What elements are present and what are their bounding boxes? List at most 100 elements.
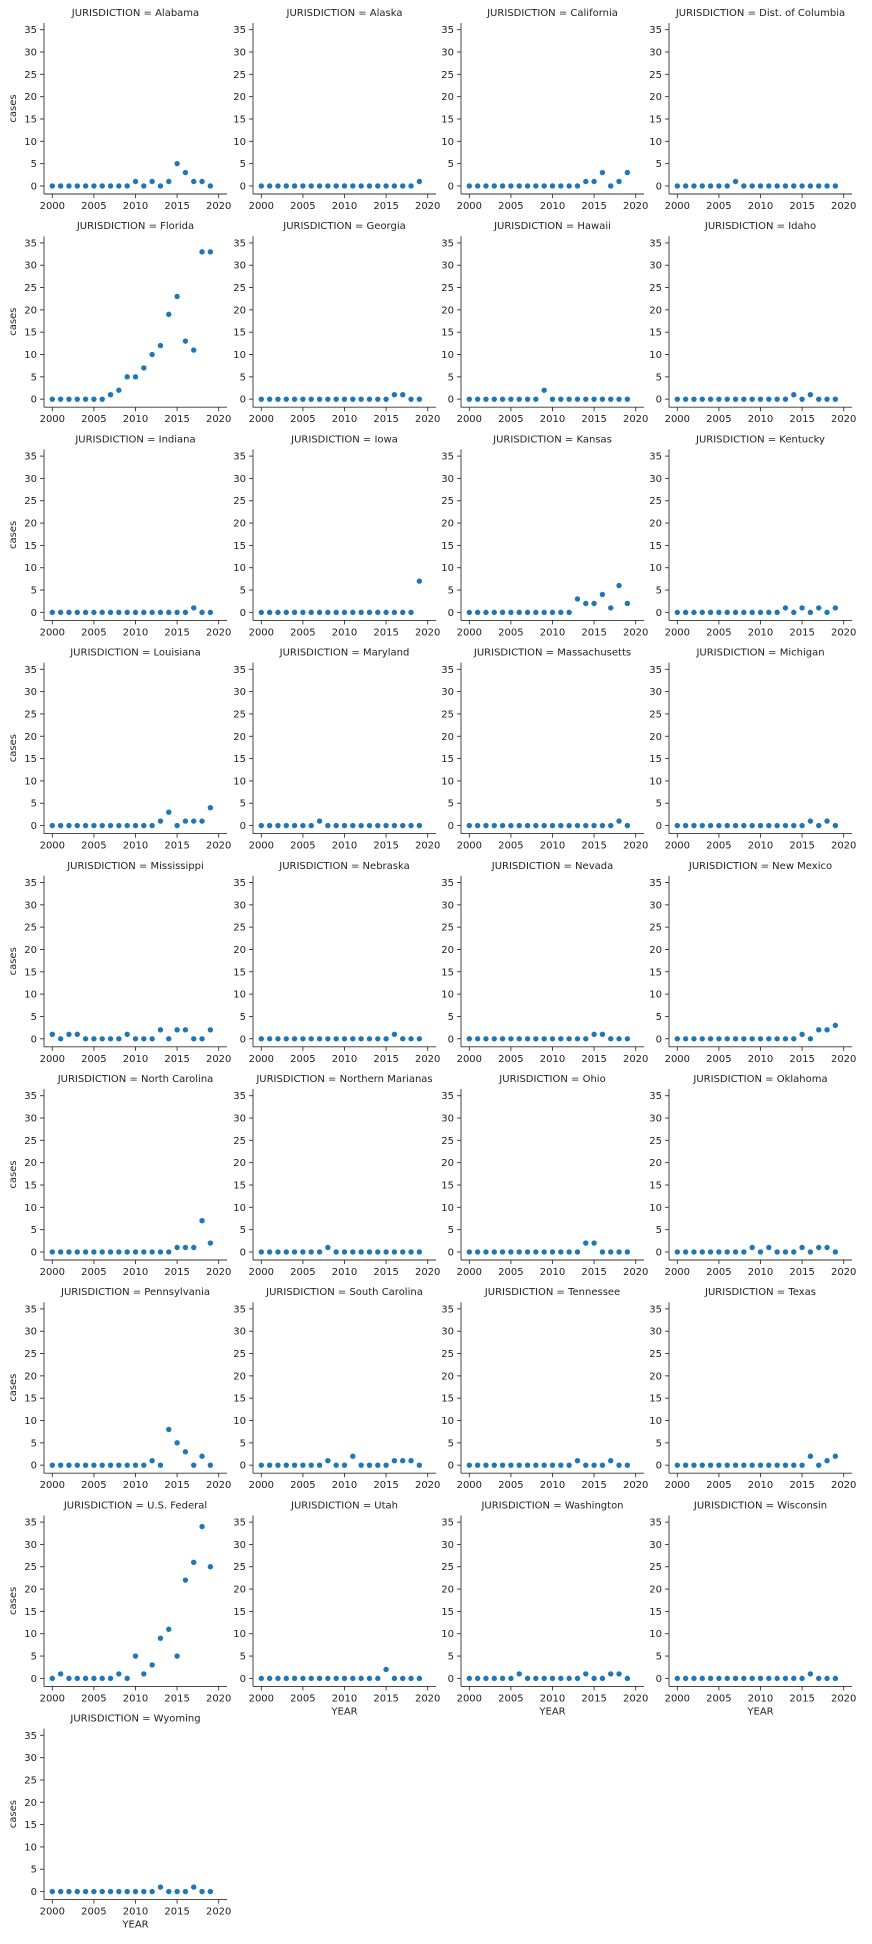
x-tick-label: 2015 (789, 841, 814, 852)
y-tick-label: 30 (649, 1114, 662, 1125)
data-point (741, 822, 747, 829)
y-tick-label: 5 (240, 372, 246, 383)
data-point (707, 1462, 714, 1468)
x-tick-label: 2015 (789, 1480, 814, 1491)
data-point (358, 609, 364, 616)
x-tick-label: 2010 (123, 1907, 148, 1918)
data-point (283, 609, 289, 616)
data-point (266, 1675, 273, 1682)
data-point (124, 183, 130, 189)
x-tick-label: 2020 (415, 1480, 440, 1491)
facet-panel: JURISDICTION = Indiana 0 5 10 15 20 25 30 35 2000… (8, 434, 231, 638)
data-point (766, 183, 772, 189)
data-point (741, 1462, 747, 1468)
data-point (716, 822, 722, 829)
data-point (533, 183, 539, 189)
data-point (49, 609, 56, 616)
facet-panel: JURISDICTION = New Mexico 0 5 10 15 20 25 30 35 2… (649, 861, 856, 1065)
x-tick-label: 2010 (123, 1054, 148, 1065)
y-tick-label: 35 (233, 25, 246, 36)
data-point (816, 822, 822, 829)
data-point (816, 1462, 822, 1468)
facet-panel: JURISDICTION = Florida 0 5 10 15 20 25 30 35 2000… (8, 221, 231, 425)
data-point (283, 1462, 289, 1468)
x-tick-label: 2020 (415, 201, 440, 212)
x-tick-label: 2000 (457, 201, 482, 212)
data-point (74, 1675, 80, 1682)
data-point (624, 396, 631, 402)
data-point (608, 396, 614, 402)
data-point (624, 600, 631, 607)
data-point (66, 1031, 72, 1037)
y-tick-label: 35 (441, 238, 454, 249)
data-point (57, 1036, 64, 1042)
panel-title: JURISDICTION = Maryland (279, 648, 410, 659)
data-point (524, 183, 531, 189)
data-point (99, 1036, 105, 1042)
panel-title: JURISDICTION = South Carolina (265, 1287, 423, 1298)
data-point (174, 1653, 180, 1659)
data-point (724, 1675, 730, 1682)
data-point (199, 249, 205, 255)
y-tick-label: 25 (24, 1562, 37, 1573)
data-point (341, 1249, 348, 1255)
data-point (116, 387, 122, 393)
y-tick-label: 25 (233, 709, 246, 720)
x-tick-label: 2005 (498, 414, 523, 425)
data-point (533, 396, 539, 402)
data-point (57, 183, 64, 189)
y-tick-label: 25 (441, 1349, 454, 1360)
data-point (400, 609, 406, 616)
data-point (766, 609, 772, 616)
y-tick-label: 0 (656, 1461, 662, 1472)
x-tick-label: 2015 (581, 1267, 606, 1278)
data-point (541, 609, 547, 616)
x-tick-label: 2015 (581, 1693, 606, 1704)
y-tick-label: 0 (31, 821, 37, 832)
x-tick-label: 2020 (415, 1054, 440, 1065)
facet-panel: JURISDICTION = Hawaii 0 5 10 15 20 25 30 35 2000 2… (441, 221, 648, 425)
facet-panel: JURISDICTION = Louisiana 0 5 10 15 20 25 30 35 20… (8, 648, 231, 852)
data-point (141, 822, 147, 829)
y-tick-label: 20 (24, 1585, 37, 1596)
data-point (408, 1457, 414, 1464)
y-tick-label: 5 (656, 159, 662, 170)
x-tick-label: 2020 (415, 841, 440, 852)
data-point (266, 1036, 273, 1042)
data-point (732, 609, 739, 616)
data-point (516, 396, 522, 402)
y-tick-label: 30 (233, 1327, 246, 1338)
y-tick-label: 35 (24, 25, 37, 36)
data-point (416, 1462, 423, 1468)
y-tick-label: 15 (441, 114, 454, 125)
y-tick-label: 35 (24, 452, 37, 463)
data-point (807, 818, 814, 824)
facet-panel: JURISDICTION = Ohio 0 5 10 15 20 25 30 35 2000 200… (441, 1074, 648, 1278)
x-tick-label: 2015 (373, 841, 398, 852)
x-tick-label: 2010 (332, 414, 357, 425)
y-tick-label: 5 (656, 1225, 662, 1236)
data-point (616, 818, 622, 824)
x-tick-label: 2000 (457, 841, 482, 852)
data-point (624, 822, 631, 829)
panel-title: JURISDICTION = Georgia (282, 221, 406, 232)
data-point (499, 609, 506, 616)
y-tick-label: 30 (441, 1114, 454, 1125)
y-tick-label: 5 (240, 159, 246, 170)
data-point (691, 396, 697, 402)
data-point (99, 183, 105, 189)
x-tick-label: 2005 (81, 1054, 106, 1065)
data-point (191, 1559, 197, 1565)
data-point (157, 342, 164, 349)
data-point (724, 1249, 730, 1255)
data-point (383, 1036, 389, 1042)
data-point (375, 1249, 381, 1255)
data-point (716, 1675, 722, 1682)
data-point (499, 1249, 506, 1255)
y-tick-label: 30 (24, 1753, 37, 1764)
data-point (191, 605, 197, 611)
facet-panel: JURISDICTION = Washington 0 5 10 15 20 25 30 35 2… (441, 1500, 648, 1717)
data-point (416, 578, 423, 584)
y-tick-label: 5 (448, 1012, 454, 1023)
